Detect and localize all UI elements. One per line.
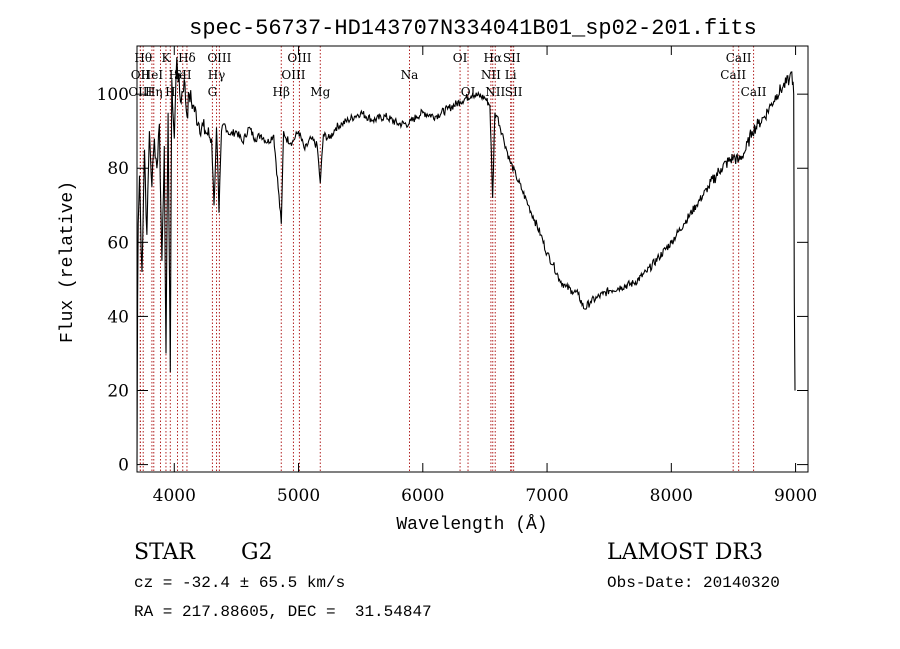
y-tick-label: 40 (107, 307, 129, 327)
spectral-line-label: Hα (483, 51, 502, 65)
spectral-line-label: OI (453, 51, 468, 65)
spectral-line-label: Hη (145, 85, 163, 99)
x-tick-label: 6000 (401, 486, 444, 506)
x-tick-label: 8000 (650, 486, 693, 506)
redshift-info: cz = -32.4 ± 65.5 km/s (134, 574, 346, 592)
spectral-line-label: HeI (141, 68, 164, 82)
spectral-line-label: H (165, 85, 175, 99)
spectral-line-markers (139, 46, 755, 472)
y-tick-label: 60 (107, 233, 129, 253)
y-tick-label: 100 (97, 85, 129, 105)
spectral-line-label: NII (481, 68, 501, 82)
spectral-line-label: Na (401, 68, 419, 82)
spectral-line-label: G (208, 85, 218, 99)
observation-date: Obs-Date: 20140320 (607, 574, 780, 592)
spectral-line-label: K (161, 51, 171, 65)
y-tick-label: 20 (107, 382, 129, 402)
y-axis-ticks: 0 20 40 60 80 100 (97, 85, 808, 476)
spectral-line-label: NII (485, 85, 505, 99)
spectral-line-label: Mg (310, 85, 330, 99)
x-axis-label: Wavelength (Å) (396, 514, 547, 535)
spectral-line-label: Hγ (208, 68, 226, 82)
y-axis-label: Flux (relative) (58, 181, 78, 343)
spectral-line-label: Hβ (273, 85, 290, 99)
spectral-line-label: SII (505, 85, 523, 99)
spectral-line-label: Hδ (178, 51, 196, 65)
coordinates: RA = 217.88605, DEC = 31.54847 (134, 603, 432, 621)
spectral-line-label: OIII (207, 51, 231, 65)
spectral-line-label: CaII (726, 51, 752, 65)
spectral-line-label: CaII (720, 68, 746, 82)
spectral-line-label: CaII (741, 85, 767, 99)
plot-frame (136, 45, 809, 473)
spectral-line-label: OII (131, 68, 151, 82)
spectral-line-label: OIII (128, 85, 152, 99)
spectral-line-labels: HθOIIOIIIHeIHηKHHeSIIHδGHγOIIIHβOIIIOIII… (128, 51, 766, 99)
spectral-line-label: Li (505, 68, 517, 82)
spectral-subclass: G2 (241, 540, 273, 565)
spectral-line-label: OIII (287, 51, 311, 65)
x-axis-ticks: 4000 5000 6000 7000 8000 9000 (153, 46, 817, 506)
flux-series-group (136, 57, 796, 465)
y-tick-label: 80 (107, 159, 129, 179)
spectral-line-label: OIII (281, 68, 305, 82)
y-tick-label: 0 (118, 456, 129, 476)
flux-series-line (136, 57, 796, 465)
object-type: STAR (134, 540, 195, 565)
spectral-line-label: SII (503, 51, 521, 65)
x-tick-label: 4000 (153, 486, 196, 506)
spectral-line-label: Hθ (134, 51, 152, 65)
survey-name: LAMOST DR3 (607, 540, 763, 565)
x-tick-label: 9000 (774, 486, 817, 506)
chart-title: spec-56737-HD143707N334041B01_sp02-201.f… (189, 16, 757, 41)
x-tick-label: 7000 (525, 486, 568, 506)
x-tick-label: 5000 (277, 486, 320, 506)
